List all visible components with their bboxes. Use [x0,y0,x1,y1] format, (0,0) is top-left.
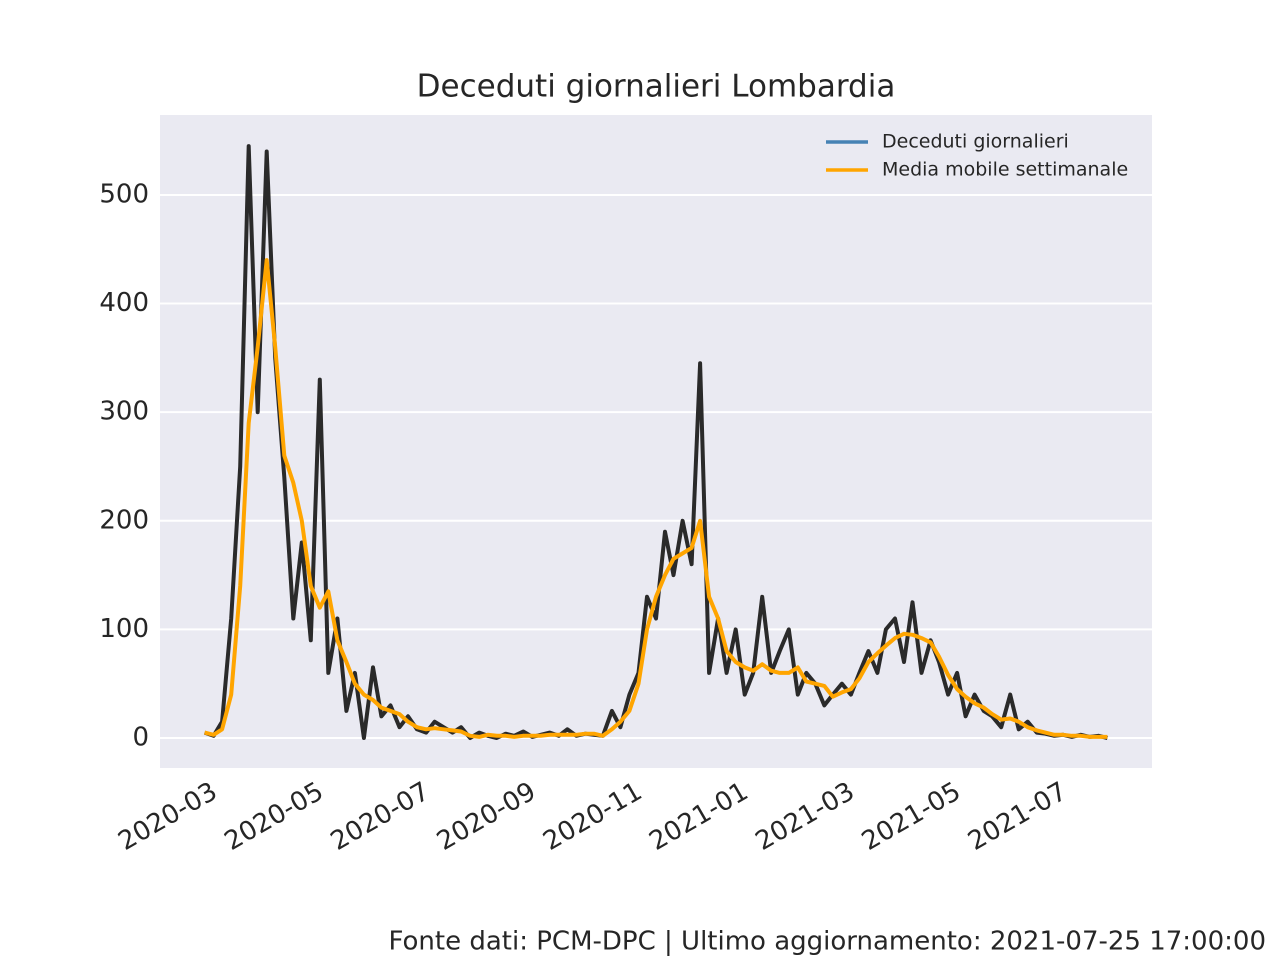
legend-label: Media mobile settimanale [882,159,1128,181]
y-tick-label: 200 [99,505,149,535]
series-line [204,258,1108,739]
y-tick-label: 0 [132,723,149,753]
x-tick-label: 2020-11 [538,777,647,857]
series-line [203,144,1108,740]
source-note: Fonte dati: PCM-DPC | Ultimo aggiornamen… [389,927,1267,957]
x-tick-label: 2021-05 [857,777,966,857]
y-tick-label: 300 [99,397,149,427]
x-tick-label: 2020-07 [326,777,435,857]
legend-label: Deceduti giornalieri [882,131,1069,153]
x-tick-label: 2021-03 [751,777,860,857]
x-tick-label: 2021-07 [963,777,1072,857]
plot-area [160,115,1152,768]
y-tick-label: 400 [99,288,149,318]
x-tick-label: 2021-01 [644,777,753,857]
x-tick-label: 2020-05 [220,777,329,857]
x-tick-label: 2020-03 [113,777,222,857]
x-tick-label: 2020-09 [432,777,541,857]
y-tick-label: 500 [99,179,149,209]
y-tick-label: 100 [99,614,149,644]
chart-title: Deceduti giornalieri Lombardia [417,69,896,105]
